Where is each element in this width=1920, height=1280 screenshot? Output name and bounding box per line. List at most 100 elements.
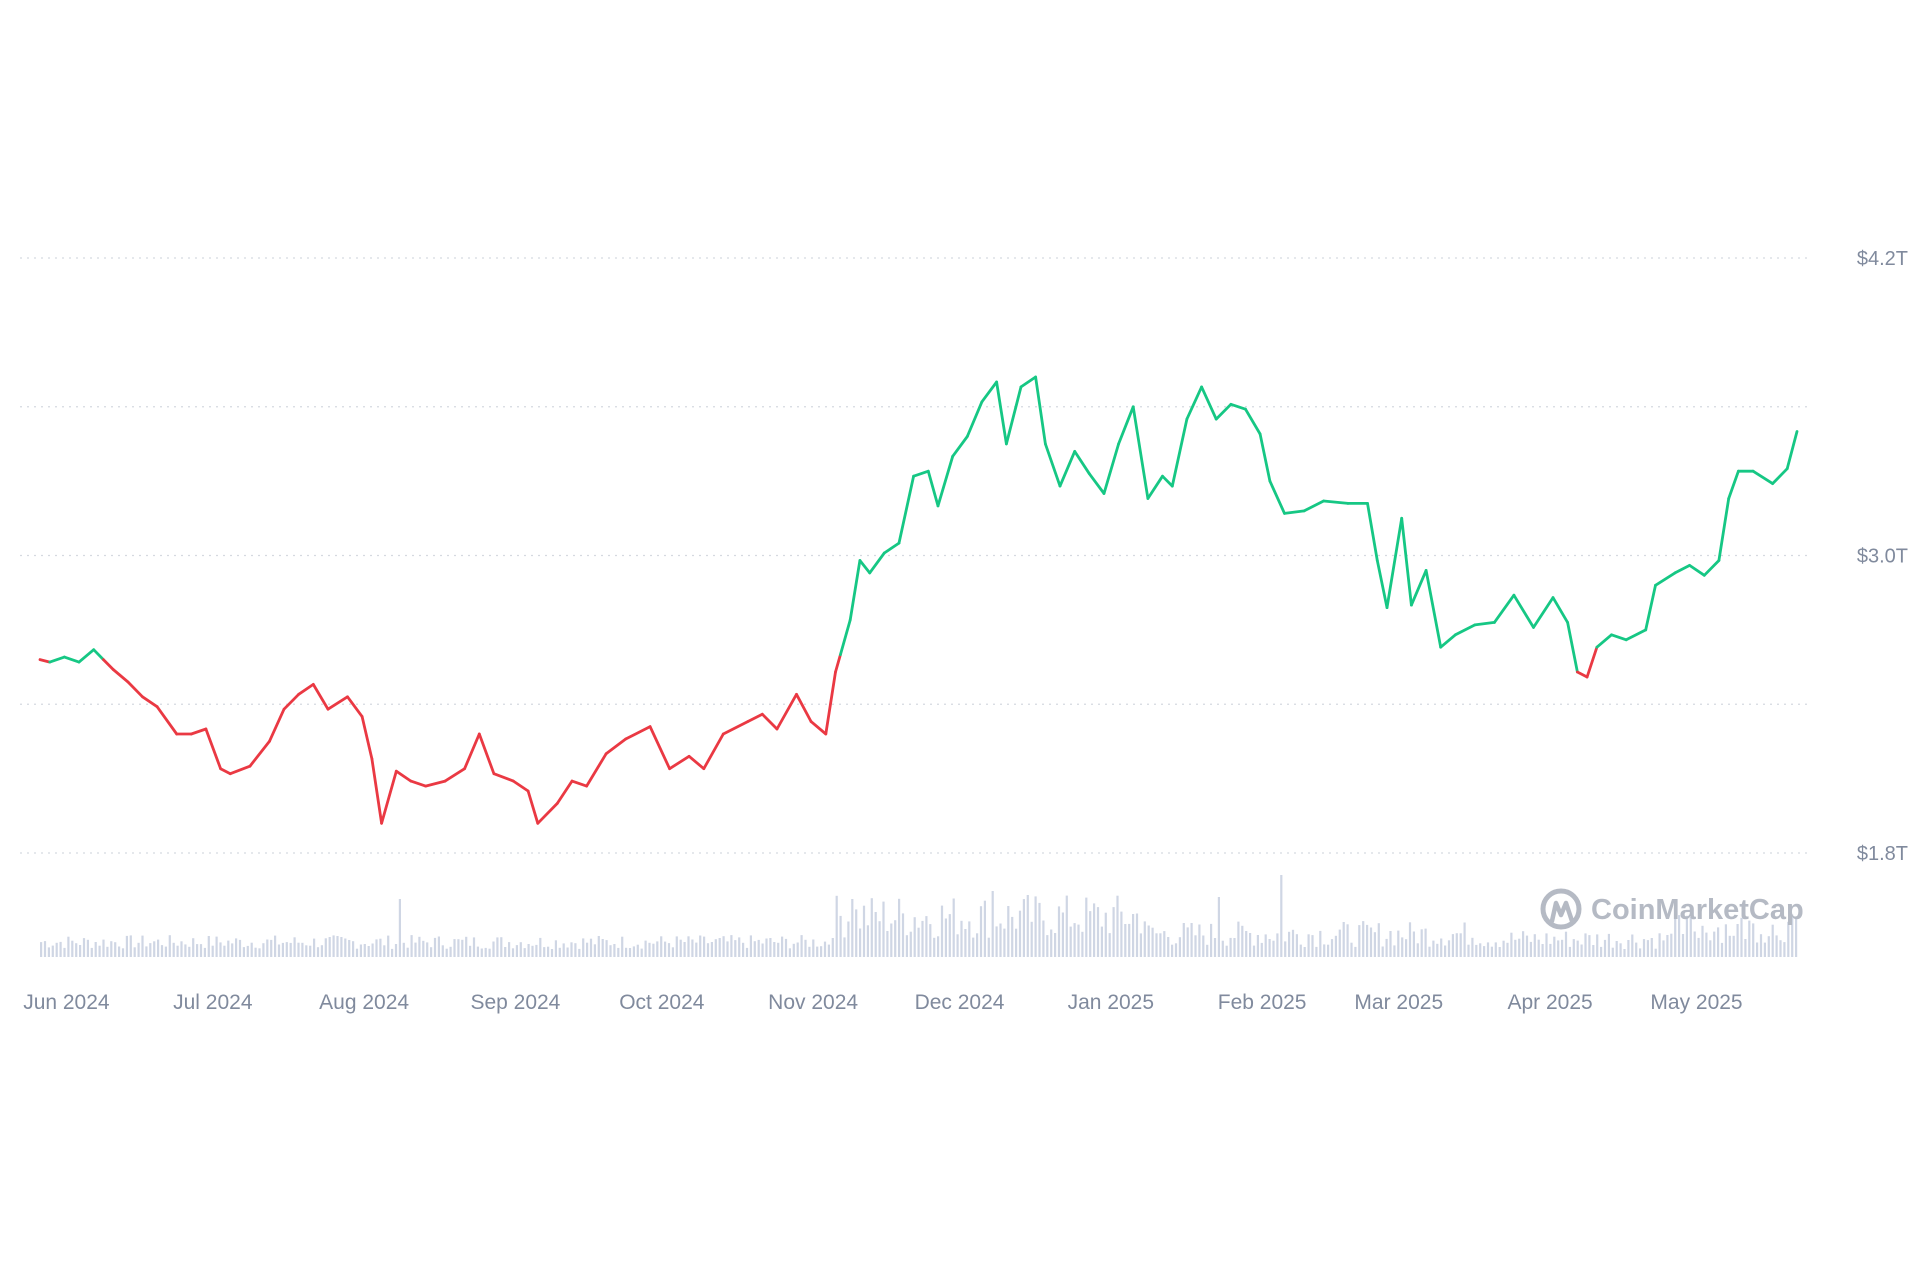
volume-bar <box>1225 945 1228 957</box>
price-segment <box>1185 385 1203 421</box>
volume-bar <box>987 937 990 957</box>
volume-bar <box>1498 947 1501 957</box>
volume-bar <box>441 945 444 957</box>
volume-bar <box>1284 941 1287 957</box>
volume-bar <box>426 942 429 957</box>
volume-bar <box>523 948 526 957</box>
x-tick-label: Feb 2025 <box>1218 991 1307 1014</box>
volume-bar <box>1327 944 1330 957</box>
volume-bar <box>605 940 608 957</box>
volume-bar <box>1385 938 1388 957</box>
volume-bar <box>168 935 171 957</box>
volume-bar <box>898 898 901 957</box>
volume-bar <box>1354 946 1357 957</box>
volume-bar <box>1276 933 1279 957</box>
y-axis: $4.2T $3.0T $1.8T <box>1857 248 1908 865</box>
volume-bar <box>1791 914 1794 957</box>
volume-bar <box>808 946 811 957</box>
volume-bar <box>1081 931 1084 957</box>
price-segment <box>1322 499 1350 505</box>
volume-bar <box>235 938 238 957</box>
volume-bar <box>1108 933 1111 957</box>
volume-bar <box>125 935 128 957</box>
volume-bar <box>1241 925 1244 957</box>
volume-bar <box>1147 925 1150 957</box>
volume-bar <box>570 942 573 957</box>
volume-bar <box>472 937 476 957</box>
volume-bar <box>749 935 752 957</box>
volume-bar <box>71 940 74 957</box>
volume-bar <box>999 923 1002 957</box>
volume-bar <box>1069 926 1072 957</box>
volume-bar <box>1202 935 1205 957</box>
volume-bar <box>1522 931 1525 957</box>
volume-bar <box>1635 942 1638 957</box>
volume-bar <box>679 939 682 957</box>
volume-bar <box>972 937 975 957</box>
volume-bar <box>621 936 624 957</box>
volume-bar <box>1650 938 1653 957</box>
volume-bar <box>1393 945 1396 957</box>
price-segment <box>624 725 652 741</box>
volume-bar <box>250 942 253 957</box>
volume-bar <box>1728 935 1731 957</box>
price-segment <box>721 720 750 736</box>
volume-bar <box>1319 930 1322 957</box>
volume-bar <box>667 943 671 957</box>
volume-bar <box>1759 934 1763 957</box>
volume-bar <box>1377 923 1380 957</box>
price-segment <box>282 692 301 711</box>
volume-bar <box>149 943 152 957</box>
volume-bar <box>480 948 483 957</box>
volume-bar <box>886 931 889 957</box>
price-segment <box>1200 385 1218 421</box>
volume-bar <box>593 944 596 957</box>
volume-bar <box>215 936 218 957</box>
price-segment <box>1785 430 1799 471</box>
volume-bar <box>1642 939 1646 957</box>
volume-bar <box>1077 924 1080 957</box>
price-segment <box>155 705 179 736</box>
volume-bar <box>1065 895 1068 957</box>
volume-bar <box>1213 938 1217 957</box>
price-segment <box>1576 670 1589 679</box>
volume-bar <box>153 941 156 957</box>
volume-bar <box>1311 935 1314 957</box>
volume-bar <box>1159 933 1162 957</box>
price-segment <box>809 720 828 736</box>
volume-bar <box>1128 923 1131 957</box>
volume-bar <box>258 948 261 957</box>
volume-bar <box>1717 927 1720 957</box>
volume-bar <box>894 920 897 957</box>
price-segment <box>824 670 837 736</box>
volume-bar <box>511 948 515 957</box>
volume-bar <box>418 936 421 957</box>
volume-bar <box>86 939 89 957</box>
price-segment <box>394 769 413 783</box>
volume-bar <box>1436 943 1439 957</box>
price-segment <box>370 757 384 825</box>
volume-bar <box>63 947 66 957</box>
volume-bar <box>1502 940 1505 957</box>
volume-bar <box>1018 910 1022 957</box>
volume-bar <box>1132 914 1135 957</box>
volume-bar <box>1112 907 1115 957</box>
volume-bar <box>1089 911 1092 957</box>
price-segment <box>936 454 955 508</box>
volume-bar <box>1182 923 1185 957</box>
volume-bar <box>515 945 518 957</box>
volume-bar <box>722 936 725 957</box>
price-segment <box>1375 559 1389 609</box>
price-segment <box>63 655 81 664</box>
volume-bar <box>211 945 214 957</box>
x-tick-label: Mar 2025 <box>1354 991 1443 1014</box>
volume-bar <box>800 935 803 957</box>
x-tick-label: Jun 2024 <box>23 991 110 1014</box>
volume-bar <box>492 941 495 957</box>
volume-bar <box>359 944 362 957</box>
volume-bar <box>1592 945 1595 957</box>
volume-bar <box>1603 939 1607 957</box>
volume-bar <box>1588 935 1591 957</box>
volume-bar <box>1190 923 1193 957</box>
price-segment <box>189 727 208 736</box>
